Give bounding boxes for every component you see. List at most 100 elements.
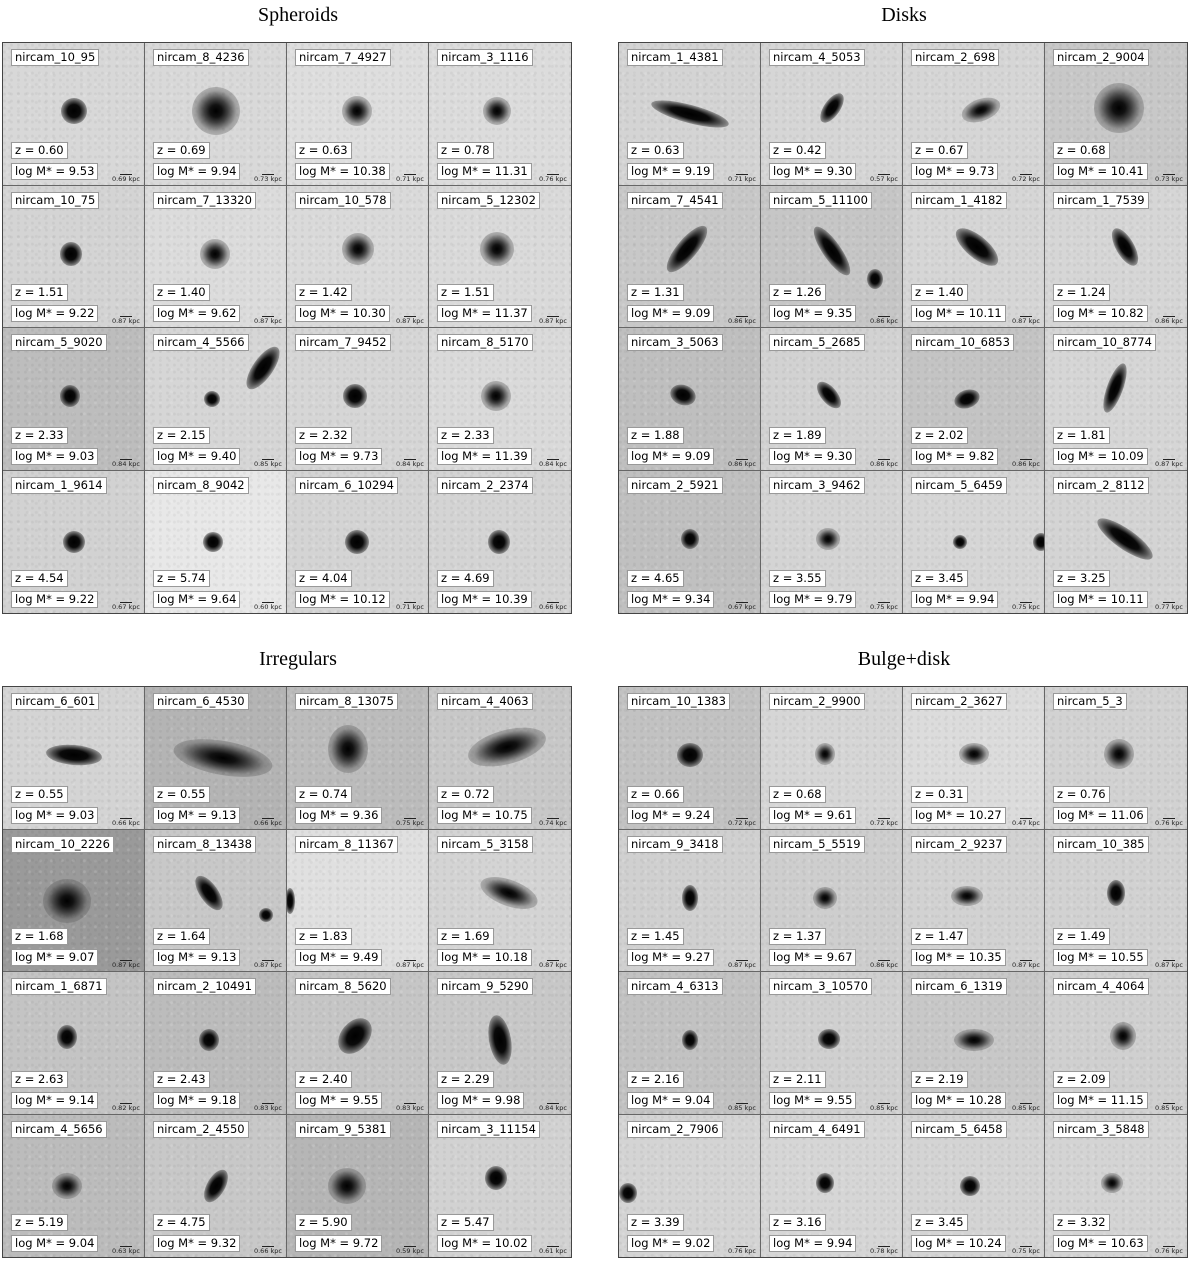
galaxy-blob — [1093, 83, 1144, 134]
redshift-label: z = 0.60 — [11, 141, 68, 159]
redshift-label: z = 0.66 — [627, 785, 684, 803]
galaxy-blob — [63, 530, 85, 553]
scale-bar-line — [877, 1102, 890, 1104]
scale-bar-label: 0.86 kpc — [869, 459, 898, 468]
scale-bar: 0.84 kpc — [539, 1102, 567, 1112]
scale-bar-label: 0.66 kpc — [111, 818, 140, 827]
scale-bar-label: 0.87 kpc — [253, 317, 282, 325]
redshift-label: z = 0.72 — [437, 785, 494, 803]
disks-galaxy-cutout: nircam_3_5063 z = 1.88 log M* = 9.09 0.86 k… — [619, 328, 761, 471]
stellar-mass-label: log M* = 9.49 — [295, 949, 383, 966]
scale-bar-line — [1162, 173, 1175, 175]
disks-galaxy-cutout: nircam_10_6853 z = 2.02 log M* = 9.82 0.86 … — [903, 328, 1045, 471]
stellar-mass-label: log M* = 9.34 — [627, 591, 715, 608]
stellar-mass-label: log M* = 9.32 — [153, 1235, 241, 1252]
redshift-label: z = 3.32 — [1053, 1214, 1110, 1231]
object-id-label: nircam_6_10294 — [295, 476, 398, 494]
bulge-disk-galaxy-cutout: nircam_6_1319 z = 2.19 log M* = 10.28 0.85 … — [903, 972, 1045, 1115]
scale-bar: 0.76 kpc — [1155, 817, 1183, 827]
scale-bar: 0.74 kpc — [539, 817, 567, 827]
stellar-mass-label: log M* = 11.37 — [437, 305, 532, 322]
object-id-label: nircam_3_11154 — [437, 1120, 540, 1138]
scale-bar-line — [403, 817, 416, 819]
redshift-label: z = 1.88 — [627, 426, 684, 444]
object-id-label: nircam_3_1116 — [437, 49, 533, 66]
object-id-label: nircam_6_601 — [11, 693, 100, 710]
redshift-label: z = 2.33 — [437, 426, 494, 444]
irregulars-galaxy-cutout: nircam_1_6871 z = 2.63 log M* = 9.14 0.82 k… — [3, 972, 145, 1115]
scale-bar-line — [1162, 1102, 1175, 1104]
object-id-label: nircam_4_5656 — [11, 1120, 107, 1138]
scale-bar-label: 0.85 kpc — [1154, 1103, 1183, 1112]
redshift-label: z = 4.69 — [437, 570, 494, 587]
panel-title-spheroids: Spheroids — [258, 4, 338, 26]
scale-bar-line — [1019, 960, 1032, 961]
scale-bar-label: 0.84 kpc — [538, 459, 567, 468]
scale-bar: 0.75 kpc — [1012, 1246, 1040, 1255]
spheroids-galaxy-cutout: nircam_8_5170 z = 2.33 log M* = 11.39 0.84 … — [429, 328, 571, 471]
galaxy-blob — [51, 1172, 82, 1199]
galaxy-blob — [954, 1029, 994, 1052]
object-id-label: nircam_10_95 — [11, 49, 100, 66]
spheroids-galaxy-cutout: nircam_10_75 z = 1.51 log M* = 9.22 0.87 kp… — [3, 185, 145, 328]
scale-bar-label: 0.71 kpc — [395, 603, 424, 611]
object-id-label: nircam_9_3418 — [627, 835, 723, 853]
scale-bar: 0.84 kpc — [396, 458, 424, 468]
redshift-label: z = 2.09 — [1053, 1070, 1110, 1088]
scale-bar: 0.87 kpc — [396, 316, 424, 325]
galaxy-blob — [198, 1029, 219, 1052]
scale-bar-label: 0.87 kpc — [395, 961, 424, 969]
cutout-background — [1045, 185, 1187, 327]
irregulars-galaxy-cutout: nircam_8_5620 z = 2.40 log M* = 9.55 0.83 k… — [287, 972, 429, 1115]
disks-galaxy-cutout: nircam_1_7539 z = 1.24 log M* = 10.82 0.86 … — [1045, 185, 1187, 328]
object-id-label: nircam_5_11100 — [769, 191, 872, 209]
spheroids-galaxy-cutout: nircam_10_578 z = 1.42 log M* = 10.30 0.87 … — [287, 185, 429, 328]
scale-bar: 0.87 kpc — [539, 960, 567, 969]
scale-bar-line — [1019, 602, 1032, 603]
irregulars-galaxy-cutout: nircam_4_4063 z = 0.72 log M* = 10.75 0.74 … — [429, 687, 571, 830]
scale-bar-label: 0.71 kpc — [727, 174, 756, 183]
scale-bar-line — [119, 1246, 132, 1247]
scale-bar: 0.86 kpc — [1155, 316, 1183, 325]
scale-bar: 0.72 kpc — [1012, 173, 1040, 183]
stellar-mass-label: log M* = 9.24 — [627, 806, 715, 824]
object-id-label: nircam_7_9452 — [295, 334, 391, 351]
irregulars-galaxy-cutout: nircam_8_13438 z = 1.64 log M* = 9.13 0.87 … — [145, 829, 287, 972]
scale-bar-line — [1019, 817, 1032, 819]
spheroids-galaxy-cutout: nircam_6_10294 z = 4.04 log M* = 10.12 0.71… — [287, 470, 429, 613]
scale-bar-line — [403, 1102, 416, 1104]
stellar-mass-label: log M* = 10.41 — [1053, 162, 1148, 180]
object-id-label: nircam_2_2374 — [437, 476, 533, 494]
scale-bar-line — [1162, 316, 1175, 317]
scale-bar: 0.87 kpc — [1012, 316, 1040, 325]
stellar-mass-label: log M* = 10.11 — [1053, 591, 1148, 608]
galaxy-blob — [327, 1167, 366, 1204]
galaxy-blob — [866, 269, 883, 290]
stellar-mass-label: log M* = 10.02 — [437, 1235, 532, 1252]
scale-bar-label: 0.57 kpc — [869, 174, 898, 183]
scale-bar-line — [403, 316, 416, 317]
stellar-mass-label: log M* = 9.30 — [769, 162, 857, 180]
scale-bar-label: 0.87 kpc — [253, 961, 282, 969]
bulge-disk-galaxy-cutout: nircam_4_6491 z = 3.16 log M* = 9.94 0.78 k… — [761, 1114, 903, 1257]
redshift-label: z = 0.31 — [911, 785, 968, 803]
scale-bar-line — [735, 602, 748, 603]
disks-galaxy-cutout: nircam_1_4182 z = 1.40 log M* = 10.11 0.87 … — [903, 185, 1045, 328]
scale-bar-label: 0.82 kpc — [111, 1103, 140, 1112]
disks-galaxy-cutout: nircam_5_2685 z = 1.89 log M* = 9.30 0.86 k… — [761, 328, 903, 471]
scale-bar-line — [546, 817, 559, 819]
panel-title-disks: Disks — [881, 4, 927, 26]
scale-bar-label: 0.71 kpc — [395, 174, 424, 183]
scale-bar: 0.76 kpc — [539, 173, 567, 183]
galaxy-blob — [815, 1172, 834, 1193]
scale-bar: 0.72 kpc — [728, 817, 756, 827]
object-id-label: nircam_1_9614 — [11, 476, 107, 494]
redshift-label: z = 1.42 — [295, 284, 352, 301]
galaxy-blob — [42, 878, 91, 923]
object-id-label: nircam_10_1383 — [627, 693, 730, 710]
scale-bar-label: 0.76 kpc — [727, 1247, 756, 1255]
scale-bar-label: 0.86 kpc — [727, 459, 756, 468]
scale-bar-label: 0.78 kpc — [869, 1247, 898, 1255]
disks-galaxy-cutout: nircam_2_698 z = 0.67 log M* = 9.73 0.72 kp… — [903, 43, 1045, 186]
